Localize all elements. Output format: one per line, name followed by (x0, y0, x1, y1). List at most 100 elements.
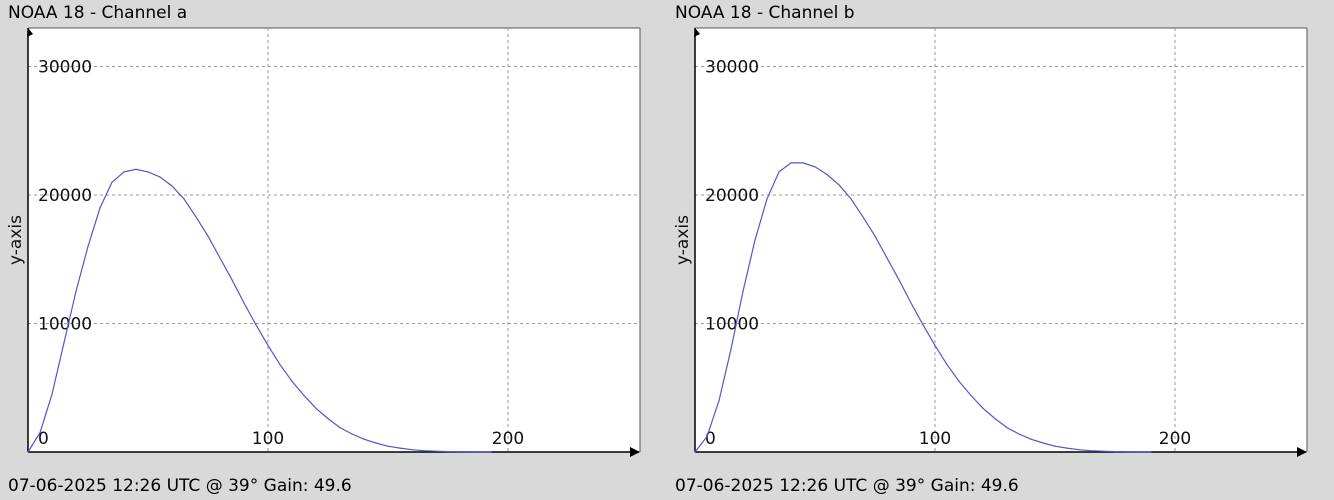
x-tick-label: 0 (705, 429, 716, 449)
data-point (147, 171, 149, 173)
data-point (1054, 445, 1056, 447)
data-point (483, 451, 485, 453)
data-point (243, 302, 245, 304)
data-point (778, 171, 780, 173)
data-point (87, 245, 89, 247)
data-point (826, 173, 828, 176)
y-tick-label: 30000 (705, 58, 759, 78)
data-point (279, 364, 281, 366)
data-point (1114, 451, 1116, 453)
data-point (742, 290, 744, 292)
data-point (862, 216, 864, 218)
data-point (435, 450, 437, 452)
data-point (387, 445, 389, 447)
data-point (898, 279, 900, 281)
timestamp-footer: 07-06-2025 12:26 UTC @ 39° Gain: 49.6 (675, 476, 1019, 496)
data-point (111, 181, 113, 183)
data-point (850, 198, 852, 200)
plot-b: 0 100 200 10000 20000 30000 y-axis (673, 27, 1308, 457)
y-axis-arrow (694, 28, 700, 37)
plot-area (28, 28, 640, 452)
data-point (183, 198, 185, 200)
data-point (99, 207, 101, 209)
data-point (1066, 447, 1068, 449)
x-tick-label: 200 (492, 429, 524, 449)
y-tick-label: 10000 (705, 315, 759, 335)
data-point (802, 162, 804, 164)
chart-panel-a: NOAA 18 - Channel a 0 100 200 10000 20000 300… (6, 3, 641, 496)
data-point (838, 184, 840, 186)
data-point (51, 393, 53, 395)
data-point (1150, 451, 1152, 453)
x-axis-arrow (1297, 447, 1307, 457)
data-point (958, 380, 960, 382)
x-tick-label: 200 (1159, 429, 1191, 449)
data-point (207, 235, 209, 237)
plot-a: 0 100 200 10000 20000 30000 y-axis (6, 27, 641, 457)
data-point (255, 324, 257, 326)
data-point (351, 433, 353, 435)
data-point (1078, 449, 1080, 451)
plot-area (695, 28, 1307, 452)
data-point (75, 290, 77, 292)
x-tick-label: 100 (252, 429, 284, 449)
data-point (339, 427, 341, 429)
y-axis-arrow (27, 28, 33, 37)
data-point (315, 407, 317, 409)
data-point (754, 239, 756, 241)
series-line (27, 168, 492, 453)
data-point (910, 302, 912, 304)
y-axis-label: y-axis (6, 215, 26, 265)
data-point (399, 447, 401, 449)
data-point (303, 394, 305, 397)
data-point (195, 216, 197, 218)
data-point (39, 432, 41, 434)
data-point (1138, 451, 1140, 453)
data-point (171, 185, 173, 187)
x-axis-arrow (630, 447, 640, 457)
chart-panel-b: NOAA 18 - Channel b 0 100 200 10000 20000 300… (667, 0, 1334, 500)
data-point (375, 442, 377, 444)
data-point (922, 324, 924, 326)
data-point (814, 166, 816, 168)
data-point (970, 394, 972, 397)
data-point (766, 198, 768, 200)
data-point (706, 436, 708, 438)
y-axis-label: y-axis (673, 215, 693, 265)
data-point (63, 342, 65, 344)
data-point (471, 451, 473, 453)
data-point (219, 257, 221, 259)
y-tick-label: 30000 (38, 58, 92, 78)
data-point (327, 418, 329, 420)
data-point (982, 407, 984, 409)
data-point (730, 348, 732, 350)
data-point (1090, 450, 1092, 452)
y-tick-label: 20000 (705, 186, 759, 206)
data-point (123, 171, 125, 173)
chart-title: NOAA 18 - Channel b (675, 3, 855, 23)
data-point (1018, 433, 1020, 435)
data-point (874, 235, 876, 237)
data-point (1102, 450, 1104, 452)
x-tick-label: 0 (38, 429, 49, 449)
y-tick-label: 10000 (38, 315, 92, 335)
data-point (423, 450, 425, 452)
data-point (1126, 451, 1128, 453)
data-point (718, 400, 720, 402)
y-tick-label: 20000 (38, 186, 92, 206)
data-point (27, 451, 29, 453)
data-point (135, 168, 137, 170)
data-point (946, 364, 948, 366)
data-point (267, 344, 269, 346)
data-point (1030, 438, 1032, 440)
x-tick-label: 100 (919, 429, 951, 449)
data-point (411, 449, 413, 451)
data-point (934, 344, 936, 346)
data-point (790, 162, 792, 164)
timestamp-footer: 07-06-2025 12:26 UTC @ 39° Gain: 49.6 (8, 476, 352, 496)
data-point (694, 451, 696, 453)
data-point (886, 257, 888, 259)
data-point (291, 380, 293, 382)
data-point (1042, 442, 1044, 444)
data-point (459, 451, 461, 453)
